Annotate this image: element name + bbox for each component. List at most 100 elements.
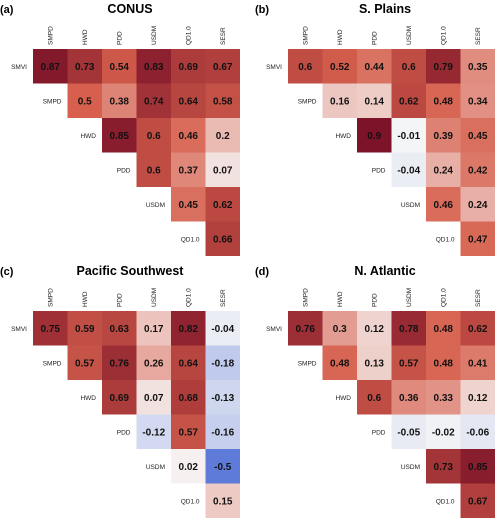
cell-value-label: 0.63	[110, 324, 130, 335]
cell-value-label: 0.12	[365, 324, 385, 335]
row-label: SMVI	[11, 326, 27, 333]
heatmap-cell	[288, 311, 323, 346]
cell-value-label: 0.62	[213, 200, 233, 211]
cell-value-label: 0.57	[179, 427, 199, 438]
cell-value-label: 0.58	[213, 96, 233, 107]
heatmap-cell	[357, 345, 392, 380]
cell-value-label: 0.45	[468, 131, 488, 142]
column-label: PDD	[116, 293, 123, 307]
heatmap-cell	[171, 380, 206, 415]
column-label: USDM	[406, 288, 413, 307]
cell-value-label: 0.73	[434, 462, 454, 473]
cell-value-label: -0.04	[397, 165, 420, 176]
heatmap-cell	[67, 83, 102, 118]
heatmap-cell	[102, 380, 137, 415]
cell-value-label: 0.02	[179, 462, 199, 473]
cell-value-label: 0.66	[213, 234, 233, 245]
row-label: HWD	[335, 133, 351, 140]
cell-value-label: 0.48	[434, 96, 454, 107]
panel-letter: (c)	[0, 266, 14, 278]
column-label: SESR	[220, 289, 227, 307]
heatmap-cell	[205, 414, 240, 449]
cell-value-label: 0.52	[330, 62, 350, 73]
cell-value-label: 0.69	[179, 62, 199, 73]
cell-value-label: 0.64	[179, 96, 199, 107]
heatmap-cell	[171, 83, 206, 118]
heatmap-cell	[136, 49, 171, 84]
heatmap-cell	[357, 380, 392, 415]
cell-value-label: 0.48	[330, 358, 350, 369]
heatmap-cell	[205, 221, 240, 256]
heatmap-cell	[171, 311, 206, 346]
heatmap-cell	[171, 345, 206, 380]
cell-value-label: 0.85	[468, 462, 488, 473]
heatmap-cell	[391, 118, 426, 153]
heatmap-cell	[136, 380, 171, 415]
cell-value-label: 0.9	[367, 131, 381, 142]
row-label: SMPD	[298, 360, 317, 367]
heatmap-cell	[391, 414, 426, 449]
heatmap-cell	[426, 449, 461, 484]
column-label: PDD	[116, 31, 123, 45]
heatmap-cell	[171, 414, 206, 449]
cell-value-label: 0.24	[434, 165, 454, 176]
row-label: SMVI	[266, 326, 282, 333]
row-label: USDM	[401, 464, 420, 471]
heatmap-cell	[426, 345, 461, 380]
heatmap-cell	[322, 49, 357, 84]
cell-value-label: 0.85	[110, 131, 130, 142]
cell-value-label: 0.82	[179, 324, 199, 335]
heatmap-cell	[357, 49, 392, 84]
heatmap-cell	[288, 49, 323, 84]
heatmap-cell	[460, 118, 495, 153]
panel-letter: (d)	[255, 266, 270, 278]
cell-value-label: -0.06	[466, 427, 489, 438]
heatmap-svg: SMPD HWD PDD USDM QD1.0 SESR SMVI 0.6 0.52 0.44 0.…	[266, 26, 495, 256]
heatmap-cell	[136, 152, 171, 187]
cell-value-label: 0.17	[144, 324, 164, 335]
cell-value-label: -0.01	[397, 131, 420, 142]
row-label: QD1.0	[436, 498, 455, 505]
panel-title: Pacific Southwest	[76, 264, 184, 278]
cell-value-label: 0.36	[399, 393, 419, 404]
heatmap-cell	[136, 83, 171, 118]
panel-letter: (a)	[0, 4, 14, 16]
cell-value-label: 0.6	[147, 165, 161, 176]
column-label: PDD	[371, 293, 378, 307]
heatmap-cell	[205, 49, 240, 84]
cell-value-label: 0.46	[179, 131, 199, 142]
cell-value-label: 0.3	[333, 324, 347, 335]
cell-value-label: 0.74	[144, 96, 164, 107]
column-label: QD1.0	[185, 288, 192, 307]
cell-value-label: 0.48	[434, 358, 454, 369]
heatmap-cell	[205, 118, 240, 153]
cell-value-label: -0.16	[211, 427, 234, 438]
heatmap-cell	[171, 187, 206, 222]
row-label: SMVI	[11, 64, 27, 71]
heatmap-cell	[426, 380, 461, 415]
heatmap-cell	[460, 380, 495, 415]
heatmap-cell	[357, 118, 392, 153]
heatmap-cell	[171, 49, 206, 84]
cell-value-label: 0.6	[147, 131, 161, 142]
cell-value-label: 0.45	[179, 200, 199, 211]
row-label: SMPD	[298, 98, 317, 105]
panel-title: S. Plains	[358, 2, 412, 16]
row-label: USDM	[146, 202, 165, 209]
heatmap-cell	[426, 118, 461, 153]
panel-title: CONUS	[107, 2, 153, 16]
heatmap-cell	[171, 152, 206, 187]
cell-value-label: 0.15	[213, 496, 233, 507]
row-label: PDD	[372, 429, 386, 436]
cell-value-label: 0.46	[434, 200, 454, 211]
cell-value-label: 0.62	[468, 324, 488, 335]
cell-value-label: 0.6	[298, 62, 312, 73]
heatmap-cell	[67, 345, 102, 380]
heatmap-cell	[322, 83, 357, 118]
heatmap-cell	[171, 449, 206, 484]
heatmap-cell	[205, 345, 240, 380]
row-label: HWD	[335, 395, 351, 402]
cell-value-label: 0.35	[468, 62, 488, 73]
cell-value-label: -0.12	[142, 427, 165, 438]
